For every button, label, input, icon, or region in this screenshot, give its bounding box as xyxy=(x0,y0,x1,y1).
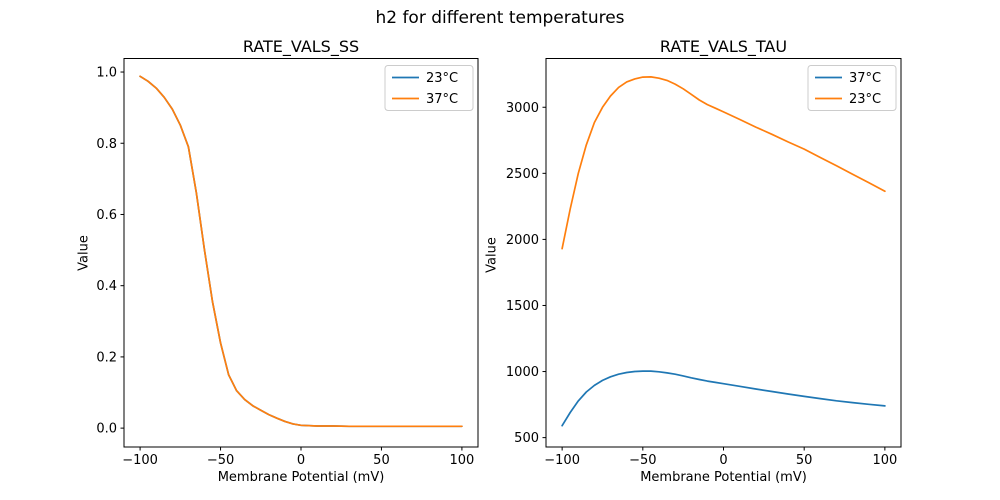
y-tick-label: 3000 xyxy=(506,101,539,116)
x-tick-label: 50 xyxy=(796,453,813,468)
x-tick-label: −100 xyxy=(544,453,580,468)
x-tick-label: 0 xyxy=(719,453,727,468)
y-tick-label: 1000 xyxy=(506,365,539,380)
x-tick-label: −50 xyxy=(629,453,656,468)
subplot-tau-xlabel: Membrane Potential (mV) xyxy=(640,470,807,485)
y-tick-label: 500 xyxy=(514,431,539,446)
x-tick-label: −100 xyxy=(122,453,158,468)
series-line-37c xyxy=(561,370,886,427)
x-tick-label: 100 xyxy=(872,453,897,468)
axes-frame xyxy=(545,58,902,448)
figure-suptitle: h2 for different temperatures xyxy=(375,8,625,28)
x-tick-label: 0 xyxy=(297,453,305,468)
x-tick-label: 100 xyxy=(449,453,474,468)
legend-label-37c: 37°C xyxy=(426,92,458,107)
subplot-ss-xlabel: Membrane Potential (mV) xyxy=(217,470,385,485)
subplot-tau-title: RATE_VALS_TAU xyxy=(659,37,788,56)
legend-label-23c: 23°C xyxy=(849,92,881,107)
y-tick-label: 0.0 xyxy=(96,422,117,437)
legend-label-23c: 23°C xyxy=(426,71,458,86)
x-tick-label: −50 xyxy=(207,453,234,468)
y-tick-label: 2000 xyxy=(506,233,539,248)
series-line-37c xyxy=(139,75,463,428)
series-line-23c xyxy=(561,76,886,250)
y-tick-label: 0.2 xyxy=(96,350,117,365)
subplot-ss-title: RATE_VALS_SS xyxy=(242,37,360,56)
y-tick-label: 0.4 xyxy=(96,279,117,294)
axes-frame xyxy=(123,58,479,448)
y-tick-label: 0.8 xyxy=(96,137,117,152)
series-line-23c xyxy=(139,75,463,428)
x-tick-label: 50 xyxy=(373,453,390,468)
y-tick-label: 2500 xyxy=(506,167,539,182)
legend-label-37c: 37°C xyxy=(849,71,881,86)
y-tick-label: 1.0 xyxy=(96,66,117,81)
y-tick-label: 0.6 xyxy=(96,208,117,223)
y-tick-label: 1500 xyxy=(506,299,539,314)
